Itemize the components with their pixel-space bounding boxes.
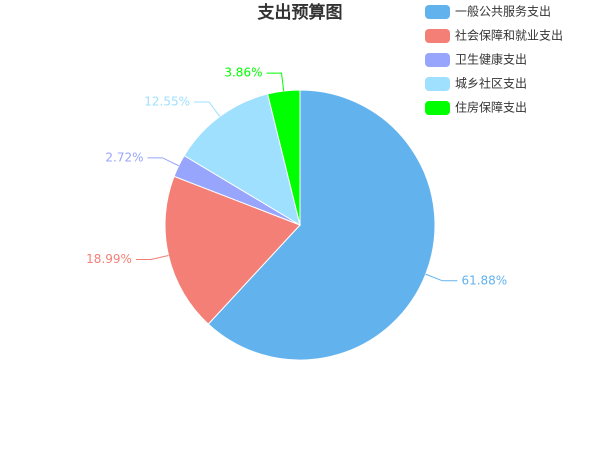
data-label: 18.99% [86,252,132,266]
data-label: 2.72% [105,150,143,164]
leader-line [194,101,221,117]
leader-line [425,273,458,282]
data-label: 61.88% [461,273,507,287]
legend-swatch [425,5,450,19]
legend-swatch [425,53,450,67]
pie-slice [207,89,436,361]
data-label: 3.86% [224,66,262,80]
legend-label: 卫生健康支出 [455,52,527,67]
leader-line [266,72,285,92]
leader-line [147,157,179,167]
legend-label: 城乡社区支出 [455,76,527,91]
legend-label: 一般公共服务支出 [455,4,551,19]
pie-slice [164,175,301,325]
legend-label: 社会保障和就业支出 [455,28,563,43]
chart-title: 支出预算图 [258,2,343,23]
legend-swatch [425,29,450,43]
pie-slice [183,93,301,227]
legend-label: 住房保障支出 [455,100,527,115]
leader-line [135,254,169,261]
data-label: 12.55% [144,94,190,108]
legend-swatch [425,101,450,115]
legend-swatch [425,77,450,91]
